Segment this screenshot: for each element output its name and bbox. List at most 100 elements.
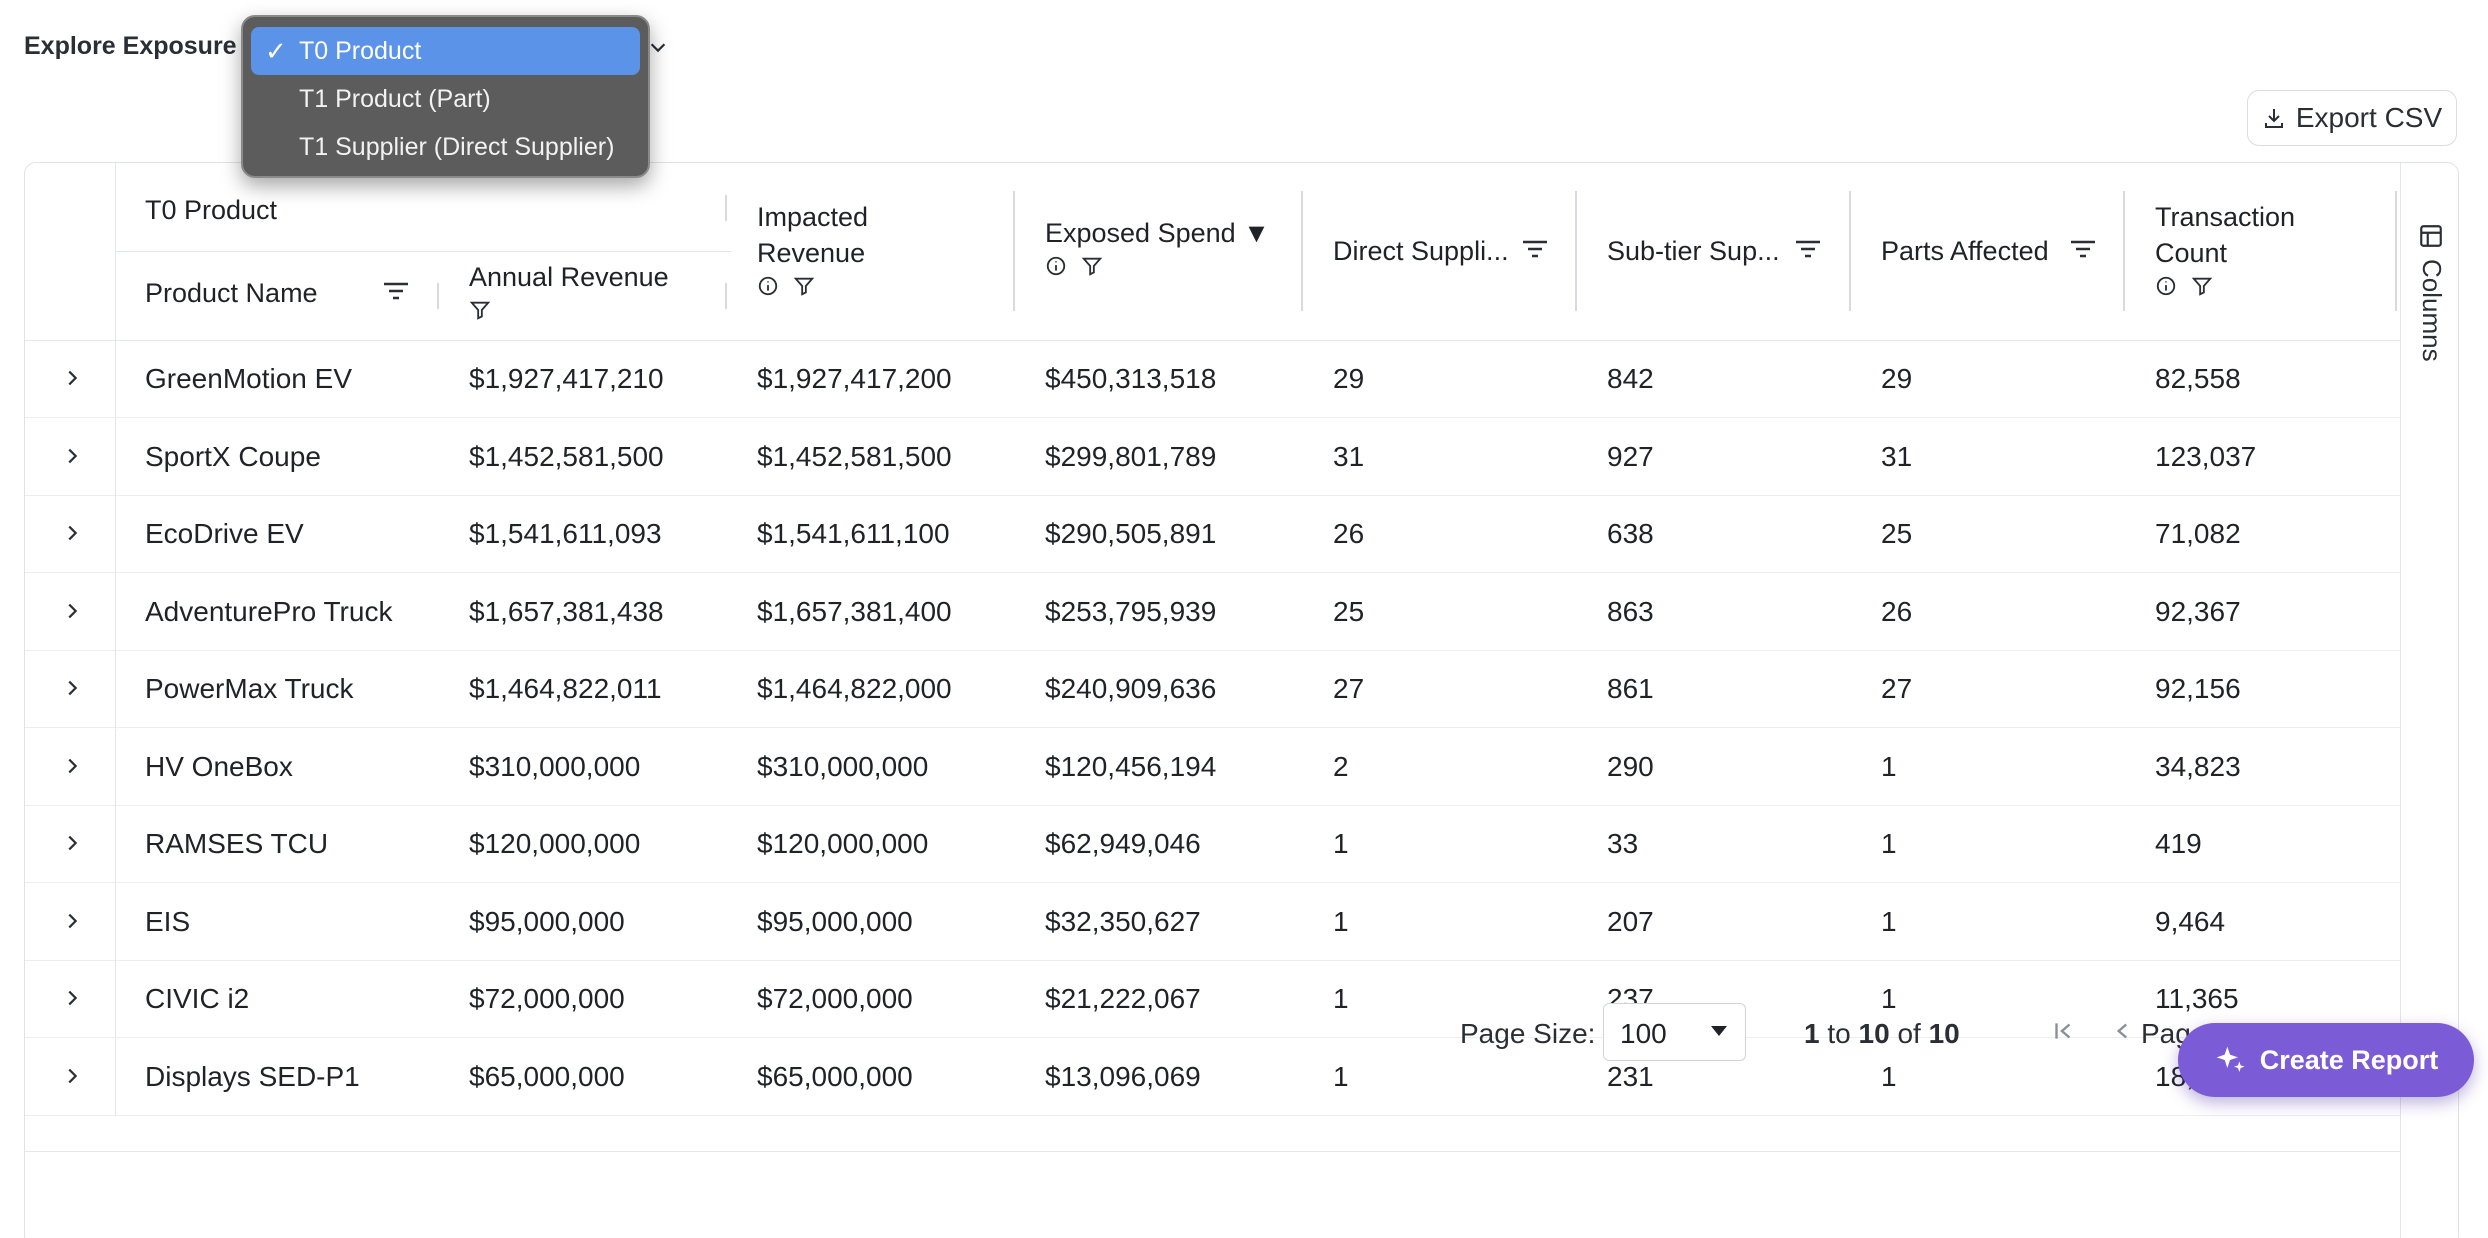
header-direct-suppliers[interactable]: Direct Suppli... bbox=[1333, 233, 1509, 269]
group-header-t0-product: T0 Product bbox=[145, 195, 278, 225]
dropdown-option[interactable]: ✓ T0 Product bbox=[251, 27, 640, 75]
column-resizer[interactable] bbox=[725, 283, 727, 309]
info-icon[interactable] bbox=[757, 275, 779, 297]
expand-cell[interactable] bbox=[25, 573, 116, 651]
cell-direct-suppliers: 1 bbox=[1333, 983, 1349, 1014]
header-subtier-suppliers[interactable]: Sub-tier Sup... bbox=[1607, 233, 1780, 269]
header-transaction-count[interactable]: Transaction Count bbox=[2155, 199, 2315, 297]
chevron-right-icon[interactable] bbox=[61, 677, 83, 699]
table-row[interactable]: SportX Coupe $1,452,581,500 $1,452,581,500… bbox=[25, 418, 2400, 496]
filter-icon[interactable] bbox=[793, 275, 815, 297]
column-resizer[interactable] bbox=[1013, 191, 1015, 311]
column-resizer[interactable] bbox=[1575, 191, 1577, 311]
cell-subtier-suppliers: 863 bbox=[1607, 595, 1654, 627]
cell-direct-suppliers: 26 bbox=[1333, 518, 1365, 549]
cell-transaction-count: 123,037 bbox=[2155, 440, 2257, 472]
expand-cell[interactable] bbox=[25, 341, 116, 418]
create-report-button[interactable]: Create Report bbox=[2178, 1023, 2474, 1097]
expand-cell[interactable] bbox=[25, 806, 116, 883]
header-parts-affected[interactable]: Parts Affected bbox=[1881, 233, 2049, 269]
chevron-right-icon[interactable] bbox=[61, 1065, 83, 1087]
header-annual-revenue[interactable]: Annual Revenue bbox=[469, 259, 669, 321]
cell-product-name: GreenMotion EV bbox=[145, 363, 352, 394]
column-resizer[interactable] bbox=[1849, 191, 1851, 311]
column-resizer[interactable] bbox=[2395, 191, 2397, 311]
cell-direct-suppliers: 29 bbox=[1333, 363, 1365, 394]
header-impacted-revenue[interactable]: Impacted Revenue bbox=[757, 199, 907, 297]
chevron-right-icon[interactable] bbox=[61, 522, 83, 544]
header-parts-affected-label: Parts Affected bbox=[1881, 236, 2049, 266]
cell-transaction-count: 92,156 bbox=[2155, 673, 2241, 704]
table-row[interactable]: EcoDrive EV $1,541,611,093 $1,541,611,100 $… bbox=[25, 496, 2400, 573]
export-csv-button[interactable]: Export CSV bbox=[2247, 90, 2457, 146]
table-row[interactable]: RAMSES TCU $120,000,000 $120,000,000 $62,94… bbox=[25, 806, 2400, 883]
header-product-name[interactable]: Product Name bbox=[145, 275, 318, 311]
cell-annual-revenue: $95,000,000 bbox=[469, 905, 625, 937]
cell-impacted-revenue: $120,000,000 bbox=[757, 828, 929, 859]
info-icon[interactable] bbox=[1045, 255, 1067, 277]
cell-transaction-count: 34,823 bbox=[2155, 750, 2241, 782]
expand-cell[interactable] bbox=[25, 883, 116, 961]
footer-divider bbox=[25, 1151, 2400, 1152]
table-row[interactable]: EIS $95,000,000 $95,000,000 $32,350,627 1 207… bbox=[25, 883, 2400, 961]
chevron-down-icon[interactable] bbox=[647, 36, 669, 58]
expand-cell[interactable] bbox=[25, 1038, 116, 1116]
cell-product-name: CIVIC i2 bbox=[145, 983, 250, 1014]
header-exposed-spend-label: Exposed Spend bbox=[1045, 218, 1236, 248]
header-exposed-spend[interactable]: Exposed Spend ▼ bbox=[1045, 215, 1270, 277]
filter-icon[interactable] bbox=[469, 299, 491, 321]
table-row[interactable]: PowerMax Truck $1,464,822,011 $1,464,822,0… bbox=[25, 651, 2400, 728]
page-size-select[interactable]: 100 bbox=[1603, 1003, 1746, 1061]
expand-cell[interactable] bbox=[25, 496, 116, 573]
dropdown-option[interactable]: T1 Product (Part) bbox=[251, 75, 640, 123]
cell-product-name: PowerMax Truck bbox=[145, 673, 354, 704]
chevron-right-icon[interactable] bbox=[61, 367, 83, 389]
chevron-right-icon[interactable] bbox=[61, 987, 83, 1009]
filter-icon[interactable] bbox=[1081, 255, 1103, 277]
chevron-right-icon[interactable] bbox=[61, 755, 83, 777]
cell-annual-revenue: $1,452,581,500 bbox=[469, 440, 664, 472]
previous-page-icon[interactable] bbox=[2110, 1018, 2136, 1044]
exposure-type-dropdown[interactable]: ✓ T0 Product T1 Product (Part) T1 Suppli… bbox=[241, 15, 650, 178]
dropdown-option-label: T1 Supplier (Direct Supplier) bbox=[299, 133, 615, 161]
expand-cell[interactable] bbox=[25, 651, 116, 728]
dropdown-option-label: T0 Product bbox=[299, 37, 422, 65]
table-row[interactable]: GreenMotion EV $1,927,417,210 $1,927,417,2… bbox=[25, 341, 2400, 418]
cell-impacted-revenue: $1,541,611,100 bbox=[757, 518, 950, 549]
cell-exposed-spend: $13,096,069 bbox=[1045, 1060, 1201, 1092]
filter-lines-icon[interactable] bbox=[1794, 237, 1822, 261]
filter-lines-icon[interactable] bbox=[2069, 237, 2097, 261]
cell-impacted-revenue: $65,000,000 bbox=[757, 1060, 913, 1092]
range-to: 10 bbox=[1858, 1018, 1890, 1049]
chevron-right-icon[interactable] bbox=[61, 910, 83, 932]
first-page-icon[interactable] bbox=[2050, 1018, 2076, 1044]
cell-exposed-spend: $240,909,636 bbox=[1045, 673, 1217, 704]
filter-lines-icon[interactable] bbox=[1521, 237, 1549, 261]
cell-impacted-revenue: $310,000,000 bbox=[757, 750, 929, 782]
range-of-word: of bbox=[1897, 1018, 1921, 1049]
cell-annual-revenue: $72,000,000 bbox=[469, 983, 625, 1014]
column-resizer[interactable] bbox=[1301, 191, 1303, 311]
table-row[interactable]: CIVIC i2 $72,000,000 $72,000,000 $21,222,06… bbox=[25, 961, 2400, 1038]
chevron-right-icon[interactable] bbox=[61, 832, 83, 854]
column-resizer[interactable] bbox=[725, 195, 727, 221]
column-resizer[interactable] bbox=[2123, 191, 2125, 311]
column-resizer[interactable] bbox=[437, 283, 439, 309]
expand-cell[interactable] bbox=[25, 418, 116, 496]
expand-cell[interactable] bbox=[25, 961, 116, 1038]
filter-lines-icon[interactable] bbox=[382, 279, 410, 303]
cell-subtier-suppliers: 290 bbox=[1607, 750, 1654, 782]
table-row[interactable]: Displays SED-P1 $65,000,000 $65,000,000 $13… bbox=[25, 1038, 2400, 1116]
range-from: 1 bbox=[1804, 1018, 1820, 1049]
filter-icon[interactable] bbox=[2191, 275, 2213, 297]
expand-cell[interactable] bbox=[25, 728, 116, 806]
table-row[interactable]: HV OneBox $310,000,000 $310,000,000 $120,45… bbox=[25, 728, 2400, 806]
chevron-right-icon[interactable] bbox=[61, 600, 83, 622]
cell-parts-affected: 31 bbox=[1881, 440, 1913, 472]
expand-header-cell bbox=[25, 163, 116, 341]
dropdown-option[interactable]: T1 Supplier (Direct Supplier) bbox=[251, 123, 640, 171]
cell-direct-suppliers: 1 bbox=[1333, 1060, 1349, 1092]
chevron-right-icon[interactable] bbox=[61, 445, 83, 467]
table-row[interactable]: AdventurePro Truck $1,657,381,438 $1,657,3… bbox=[25, 573, 2400, 651]
info-icon[interactable] bbox=[2155, 275, 2177, 297]
